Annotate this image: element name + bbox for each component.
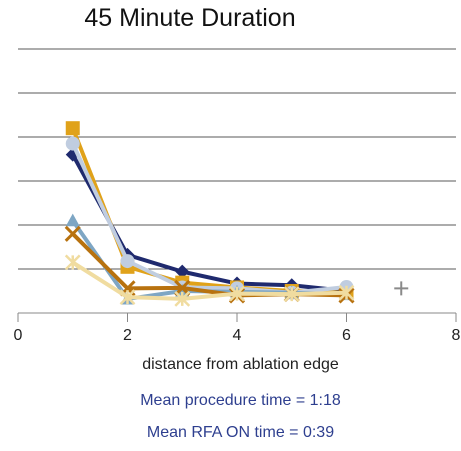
annotation-procedure-time: Mean procedure time = 1:18	[140, 392, 341, 409]
data-point	[65, 121, 80, 136]
series-6	[64, 254, 355, 307]
data-point	[174, 291, 191, 307]
x-tick-label: 4	[233, 327, 242, 344]
data-point	[65, 136, 80, 151]
series-line	[70, 142, 347, 295]
series-line	[71, 260, 347, 301]
data-point	[64, 225, 81, 242]
x-tick-label: 8	[452, 327, 461, 344]
data-point	[338, 284, 355, 301]
series-line	[70, 153, 347, 293]
data-point	[394, 281, 409, 296]
x-axis-label: distance from ablation edge	[142, 356, 339, 373]
series-line	[70, 127, 347, 295]
data-point	[65, 213, 80, 227]
data-point	[64, 254, 81, 271]
data-point	[229, 285, 245, 302]
annotation-rfa-on-time: Mean RFA ON time = 0:39	[146, 424, 335, 441]
series-group	[64, 121, 409, 307]
data-point	[175, 264, 190, 279]
data-point	[119, 289, 136, 306]
data-point	[283, 286, 300, 302]
x-tick-label: 6	[342, 327, 351, 344]
x-tick-label: 2	[123, 327, 132, 344]
series-7	[394, 281, 409, 296]
chart-title: 45 Minute Duration	[84, 4, 296, 32]
x-axis: 0 2 4 6 8	[14, 312, 461, 344]
x-tick-label: 0	[14, 327, 23, 344]
data-point	[120, 254, 135, 269]
